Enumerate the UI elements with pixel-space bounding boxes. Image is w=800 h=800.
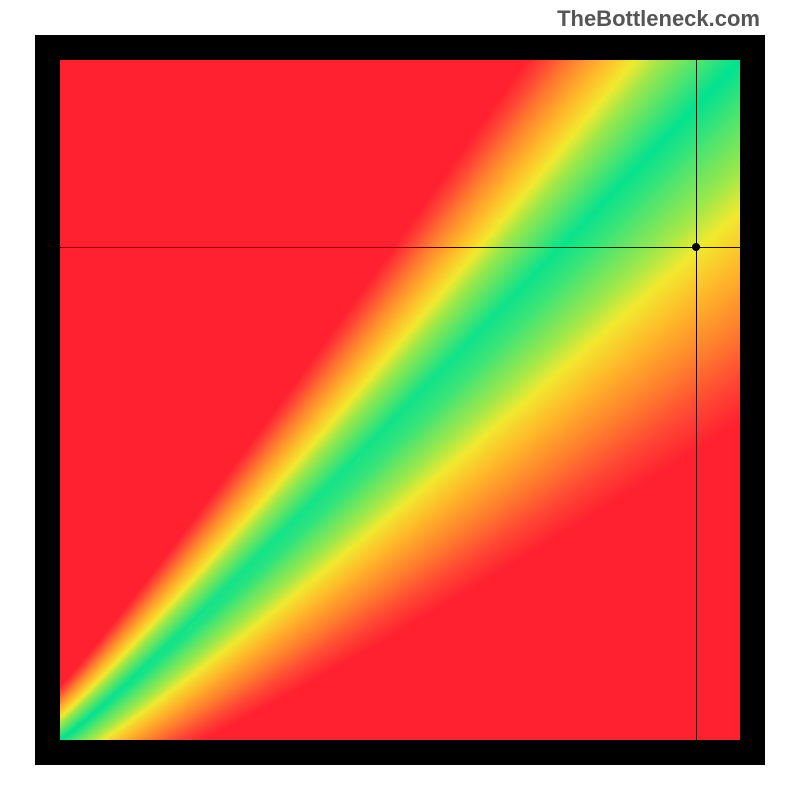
crosshair-horizontal: [60, 247, 740, 248]
heatmap-canvas: [60, 60, 740, 740]
chart-frame: [35, 35, 765, 765]
watermark-text: TheBottleneck.com: [557, 6, 760, 32]
chart-container: TheBottleneck.com: [0, 0, 800, 800]
crosshair-vertical: [696, 60, 697, 740]
crosshair-marker: [692, 243, 700, 251]
heatmap-plot: [60, 60, 740, 740]
